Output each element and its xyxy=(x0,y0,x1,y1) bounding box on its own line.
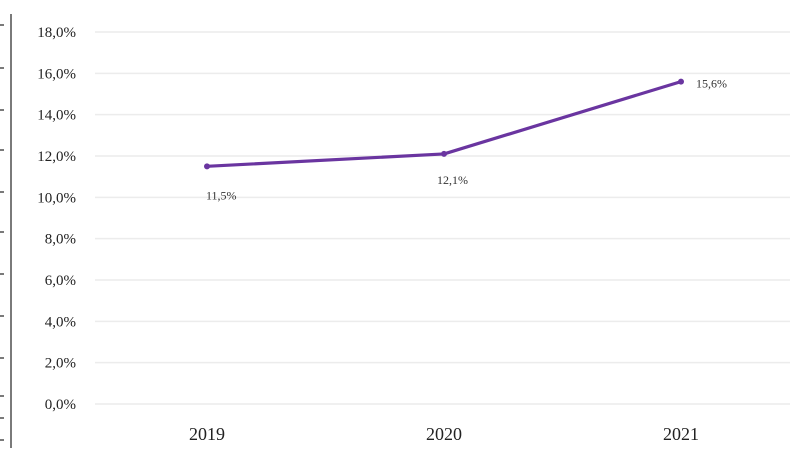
y-tick-labels: 0,0% 2,0% 4,0% 6,0% 8,0% 10,0% 12,0% 14,0% 16,0%… xyxy=(37,25,76,413)
y-tick-label: 14,0% xyxy=(37,108,76,124)
data-labels: 11,5% 12,1% 15,6% xyxy=(206,77,727,203)
data-label: 11,5% xyxy=(206,188,237,202)
y-tick-label: 18,0% xyxy=(37,25,76,41)
y-tick-label: 12,0% xyxy=(37,149,76,165)
data-label: 12,1% xyxy=(437,173,468,187)
y-tick-label: 4,0% xyxy=(45,314,76,330)
x-tick-label: 2019 xyxy=(189,424,225,444)
y-tick-label: 8,0% xyxy=(45,232,76,248)
y-tick-label: 10,0% xyxy=(37,190,76,206)
x-tick-labels: 2019 2020 2021 xyxy=(189,424,699,444)
y-tick-label: 16,0% xyxy=(37,66,76,82)
y-tick-label: 0,0% xyxy=(45,397,76,413)
y-axis-edge-ticks xyxy=(0,24,4,441)
data-label: 15,6% xyxy=(696,77,727,91)
y-tick-label: 2,0% xyxy=(45,356,76,372)
y-tick-label: 6,0% xyxy=(45,273,76,289)
x-tick-label: 2021 xyxy=(663,424,699,444)
data-point xyxy=(441,150,447,157)
data-point xyxy=(678,78,684,85)
gridlines xyxy=(95,31,790,405)
series-group xyxy=(204,78,684,170)
x-tick-label: 2020 xyxy=(426,424,462,444)
data-point xyxy=(204,163,210,170)
